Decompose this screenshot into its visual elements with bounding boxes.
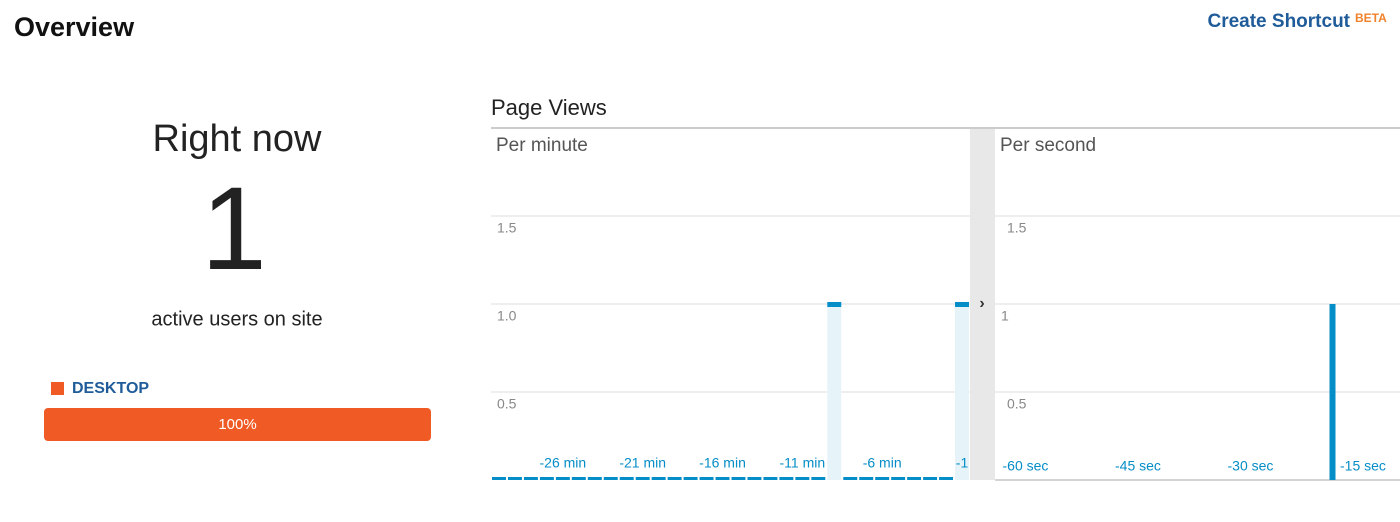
beta-badge: BETA xyxy=(1355,11,1387,25)
bar-cap xyxy=(731,477,746,480)
y-tick-label: 0.5 xyxy=(497,396,517,412)
x-tick-label: -16 min xyxy=(699,455,746,471)
bar-cap xyxy=(635,477,650,480)
bar-cap xyxy=(795,477,810,480)
bar-cap xyxy=(603,477,618,480)
bar-cap xyxy=(619,477,634,480)
bar-cap xyxy=(667,477,682,480)
bar-cap xyxy=(683,477,698,480)
device-bar xyxy=(44,408,431,441)
expand-arrow[interactable]: › xyxy=(979,295,984,312)
y-tick-label: 1.5 xyxy=(497,220,517,236)
x-tick-label: -15 sec xyxy=(1340,458,1386,474)
x-tick-label: -26 min xyxy=(540,455,587,471)
bar-cap xyxy=(539,477,554,480)
bar-cap xyxy=(747,477,762,480)
bar-cap xyxy=(699,477,714,480)
bar-cap xyxy=(523,477,538,480)
chart-title: Per second xyxy=(1000,135,1096,156)
bar-cap xyxy=(811,477,826,480)
device-name: DESKTOP xyxy=(72,380,149,397)
bar-cap xyxy=(827,302,842,307)
bar xyxy=(827,304,842,480)
bar-cap xyxy=(779,477,794,480)
bar-cap xyxy=(859,477,874,480)
bar-cap xyxy=(571,477,586,480)
right-now-title: Right now xyxy=(153,118,323,160)
x-tick-label: -30 sec xyxy=(1228,458,1274,474)
x-tick-label: -1 xyxy=(956,455,969,471)
y-tick-label: 1 xyxy=(1001,308,1009,324)
panel-title: Page Views xyxy=(491,95,607,120)
legend-swatch xyxy=(51,382,64,395)
x-tick-label: -45 sec xyxy=(1115,458,1161,474)
active-count: 1 xyxy=(201,163,267,295)
y-tick-label: 0.5 xyxy=(1007,396,1027,412)
y-tick-label: 1.0 xyxy=(497,308,517,324)
bar-cap xyxy=(843,477,858,480)
bar-cap xyxy=(875,477,890,480)
x-tick-label: -21 min xyxy=(619,455,666,471)
page-title: Overview xyxy=(14,12,135,42)
x-tick-label: -6 min xyxy=(863,455,902,471)
bar xyxy=(1329,304,1336,480)
divider xyxy=(970,129,995,480)
device-percent: 100% xyxy=(218,416,256,433)
bar-cap xyxy=(587,477,602,480)
bar-cap xyxy=(955,302,969,307)
bar-cap xyxy=(492,477,506,480)
bar-cap xyxy=(763,477,778,480)
bar-cap xyxy=(939,477,954,480)
x-tick-label: -11 min xyxy=(780,455,826,471)
bar-cap xyxy=(715,477,730,480)
bar-cap xyxy=(923,477,938,480)
bar-cap xyxy=(891,477,906,480)
bar-cap xyxy=(907,477,922,480)
y-tick-label: 1.5 xyxy=(1007,220,1027,236)
bar-cap xyxy=(507,477,522,480)
bar-cap xyxy=(651,477,666,480)
bar xyxy=(955,304,969,480)
active-caption: active users on site xyxy=(151,308,322,330)
bar-cap xyxy=(555,477,570,480)
chart-title: Per minute xyxy=(496,135,588,156)
create-shortcut[interactable]: Create Shortcut xyxy=(1207,11,1350,32)
x-tick-label: -60 sec xyxy=(1003,458,1049,474)
